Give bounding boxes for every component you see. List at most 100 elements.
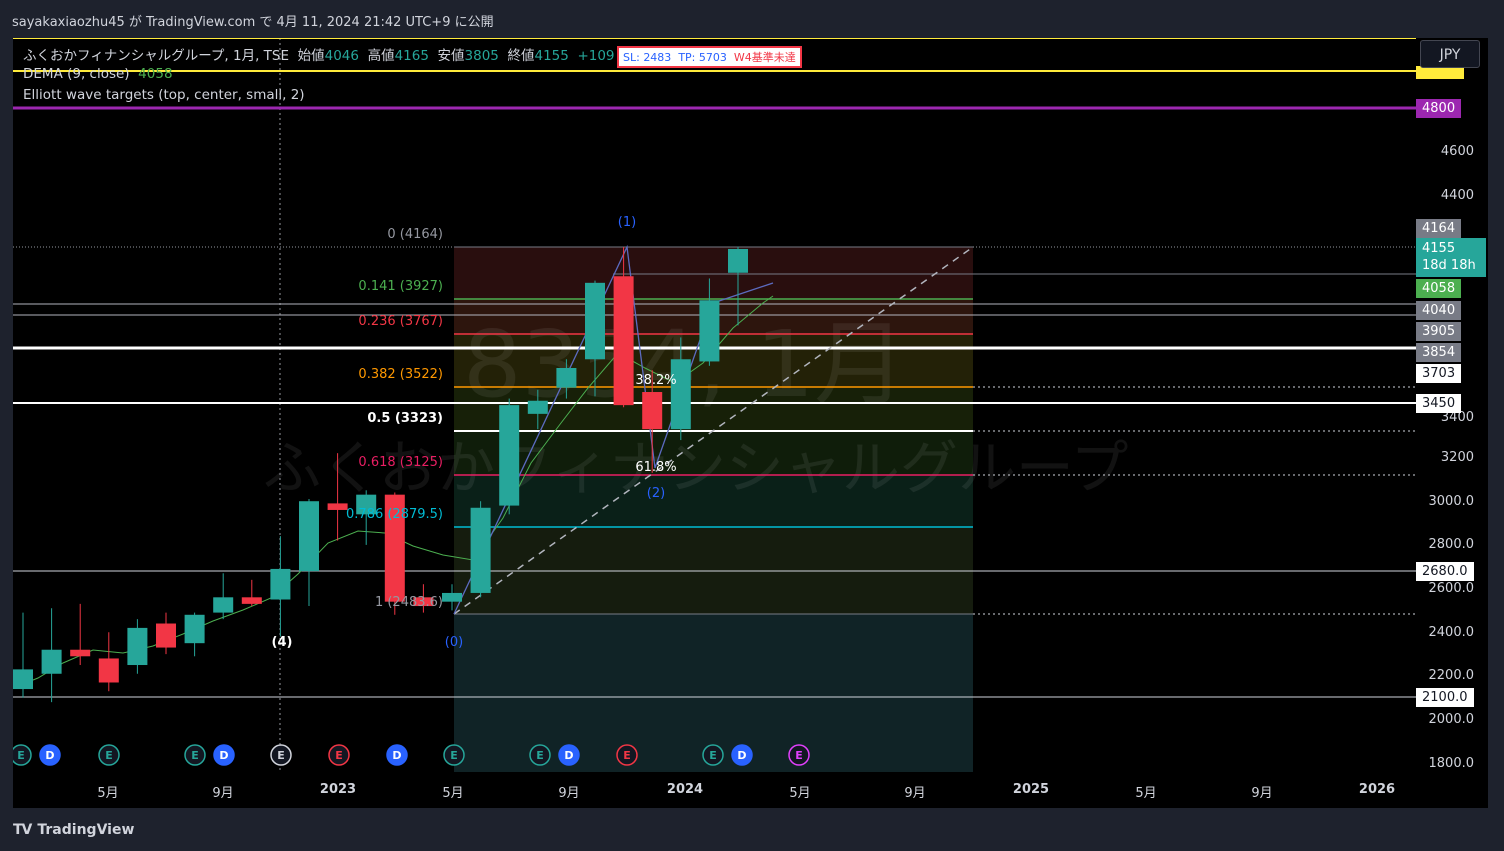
dividend-event-icon[interactable] [386,744,408,766]
candle-body[interactable] [41,649,62,674]
price-tag-last: 4155 18d 18h [1416,238,1486,277]
fib-label-05: 0.5 (3323) [367,411,443,426]
candle-body[interactable] [413,597,434,607]
legend-open-label: 始値 [297,48,325,64]
price-tick: 2600.0 [1428,581,1475,596]
candle-body[interactable] [13,669,33,690]
chart-area[interactable]: 8354, 1月 ふくおかフィナンシャルグループ [13,38,1416,772]
fib-zone-5 [454,475,973,527]
event-letter: E [17,749,25,762]
time-label: 2023 [319,782,357,797]
retrace-label-618: 61.8% [635,460,676,475]
candle-body[interactable] [70,649,91,657]
legend-close: 4155 [534,48,569,64]
candle-body[interactable] [499,405,520,506]
event-letter: E [536,749,544,762]
chart-canvas[interactable]: 8354, 1月 ふくおかフィナンシャルグループ [13,38,1416,772]
price-tag-2680: 2680.0 [1416,562,1474,581]
earnings-event-icon[interactable] [616,744,638,766]
price-tag-4040: 4040 [1416,301,1462,320]
price-tick: 4600 [1440,144,1474,159]
legend-high-label: 高値 [367,48,395,64]
legend-dema[interactable]: DEMA (9, close) 4058 [23,66,173,82]
candle-body[interactable] [184,614,205,644]
fib-zone-0 [454,247,973,299]
legend-symbol: ふくおかフィナンシャルグループ, 1月, TSE [23,48,290,64]
event-letter: E [277,749,285,762]
candle-body[interactable] [642,392,663,430]
candle-body[interactable] [470,507,491,593]
event-letter: E [795,749,803,762]
earnings-event-icon[interactable] [270,744,292,766]
candles [13,246,748,703]
publish-bar: sayakaxiaozhu45 が TradingView.com で 4月 1… [0,0,1504,38]
price-tick: 3000.0 [1428,494,1475,509]
candle-body[interactable] [699,300,720,362]
candle-body[interactable] [299,501,319,572]
event-letter: D [737,749,746,762]
fib-label-0236: 0.236 (3767) [358,314,443,329]
price-tick: 2400.0 [1428,625,1475,640]
price-axis[interactable]: 4600 4400 3400 3200 3000.0 2800.0 2600.0… [1416,38,1488,772]
event-letter: E [105,749,113,762]
earnings-event-icon[interactable] [443,744,465,766]
candle-body[interactable] [442,592,462,602]
candle-body[interactable] [241,597,262,604]
candle-body[interactable] [728,248,748,273]
earnings-event-icon[interactable] [529,744,551,766]
candle-body[interactable] [527,400,548,414]
time-label: 5月 [789,786,811,801]
time-label: 9月 [1251,786,1273,801]
price-tick: 4400 [1440,188,1474,203]
yellow-tag-top [1416,66,1464,79]
candle-body[interactable] [98,658,119,683]
candle-body[interactable] [613,276,634,406]
dividend-event-icon[interactable] [558,744,580,766]
earnings-event-icon[interactable] [788,744,810,766]
earnings-event-icon[interactable] [98,744,120,766]
targets-box: SL: 2483 TP: 5703 W4基準未達 [617,46,802,68]
price-tick: 3400 [1440,410,1474,425]
candle-body[interactable] [384,494,405,602]
candle-body[interactable] [213,597,234,613]
earnings-event-icon[interactable] [184,744,206,766]
dividend-event-icon[interactable] [39,744,61,766]
fib-label-0786: 0.786 (2879.5) [346,507,443,522]
currency-button[interactable]: JPY [1420,40,1480,68]
legend-ohlc: ふくおかフィナンシャルグループ, 1月, TSE 始値4046 高値4165 安… [23,44,684,64]
candle-body[interactable] [585,282,605,360]
dividend-event-icon[interactable] [731,744,753,766]
legend-elliott[interactable]: Elliott wave targets (top, center, small… [23,87,305,103]
candle-body[interactable] [156,623,176,648]
time-label: 9月 [558,786,580,801]
dividend-event-icon[interactable] [213,744,235,766]
candle-body[interactable] [670,359,691,430]
event-letter: D [45,749,54,762]
candle-body[interactable] [270,568,291,600]
earnings-event-icon[interactable] [702,744,724,766]
event-letter: E [623,749,631,762]
last-price: 4155 [1422,241,1456,256]
earnings-event-icon[interactable] [13,744,32,766]
dema-value: 4058 [138,66,173,82]
wave-label-0: (0) [445,635,463,650]
time-axis[interactable]: 5月 9月 2023 5月 9月 2024 5月 9月 2025 5月 9月 2… [13,772,1488,808]
candle-body[interactable] [356,494,377,515]
tradingview-logo[interactable]: TV TradingView [13,822,134,838]
candle-body[interactable] [127,627,148,666]
time-label: 5月 [442,786,464,801]
dema-label: DEMA (9, close) [23,66,130,82]
event-letter: D [219,749,228,762]
candle-body[interactable] [327,503,348,510]
event-letter: E [709,749,717,762]
price-tick: 2000.0 [1428,712,1475,727]
earnings-event-icon[interactable] [328,744,350,766]
tv-logo-icon: TV [13,822,32,838]
candle-body[interactable] [556,367,577,388]
price-tag-3450: 3450 [1416,394,1462,413]
price-tag-3703: 3703 [1416,364,1462,383]
fib-label-0: 0 (4164) [387,227,443,242]
elliott-label: Elliott wave targets (top, center, small… [23,87,305,103]
price-tick: 3200 [1440,450,1474,465]
